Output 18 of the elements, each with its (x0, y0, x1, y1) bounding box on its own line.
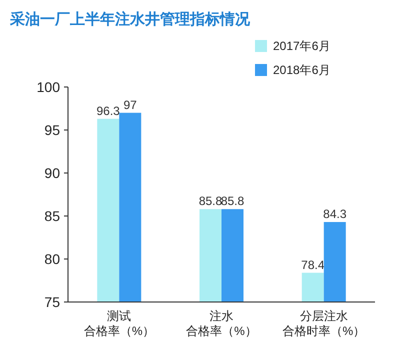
data-label: 78.4 (301, 258, 325, 272)
legend-label: 2017年6月 (273, 39, 330, 53)
y-tick-label: 95 (44, 122, 60, 138)
data-label: 84.3 (323, 207, 347, 222)
y-tick-label: 85 (44, 208, 60, 224)
legend-label: 2018年6月 (273, 63, 330, 77)
x-tick-label: 注水合格率（%） (186, 309, 257, 338)
y-tick-label: 100 (36, 79, 60, 95)
data-label: 96.3 (96, 104, 120, 118)
y-tick-label: 75 (44, 294, 60, 310)
data-label: 97 (123, 98, 138, 112)
y-tick-label: 90 (44, 165, 60, 181)
chart-title: 采油一厂上半年注水井管理指标情况 (9, 10, 251, 28)
data-label: 85.8 (220, 194, 244, 208)
x-tick-label: 分层注水合格时率（%） (282, 309, 366, 338)
y-tick-label: 80 (44, 251, 60, 267)
x-tick-label: 测试合格率（%） (84, 309, 155, 338)
data-label: 85.8 (198, 194, 222, 208)
